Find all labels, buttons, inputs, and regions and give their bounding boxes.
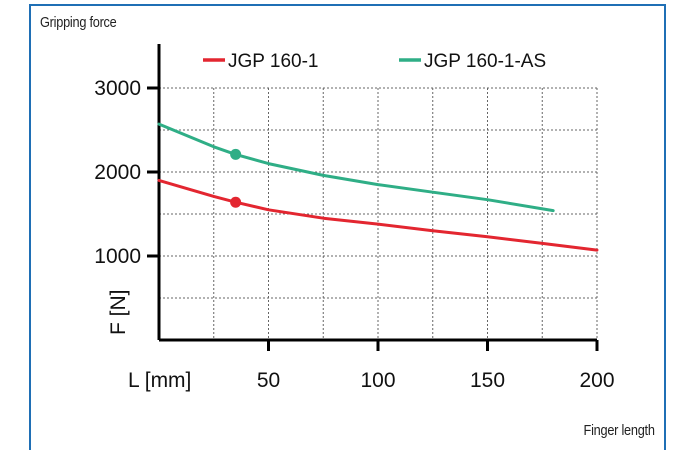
finger-length-label: Finger length (583, 422, 655, 439)
legend-label-2: JGP 160-1-AS (424, 51, 546, 72)
x-axis-label: L [mm] (128, 369, 191, 392)
y-tick-label: 3000 (94, 77, 141, 100)
y-tick-label: 1000 (94, 245, 141, 268)
series-line-2 (157, 122, 555, 213)
legend-label-1: JGP 160-1 (228, 51, 318, 72)
chart-frame (29, 4, 666, 450)
gripping-force-label: Gripping force (40, 14, 117, 31)
grid-lines (159, 87, 598, 340)
x-tick-label: 100 (360, 369, 395, 392)
series-marker-1 (230, 196, 242, 208)
series-line-1 (157, 178, 599, 252)
x-tick-label: 150 (470, 369, 505, 392)
series-marker-2 (230, 148, 242, 160)
x-tick-label: 50 (257, 369, 280, 392)
y-axis-label: F [N] (107, 290, 130, 336)
series-layer (157, 122, 599, 252)
ticks: 1000 2000 3000 50 100 150 200 (94, 77, 614, 392)
legend: JGP 160-1 JGP 160-1-AS (203, 51, 546, 72)
y-tick-label: 2000 (94, 161, 141, 184)
x-tick-label: 200 (579, 369, 614, 392)
